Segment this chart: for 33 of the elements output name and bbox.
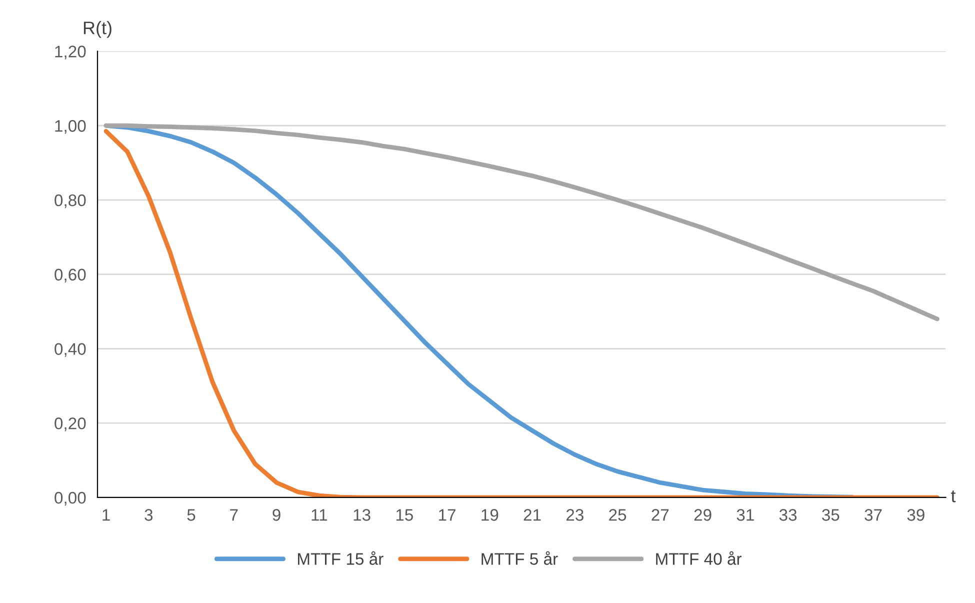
x-tick-label: 1 bbox=[102, 509, 110, 521]
y-tick-label: 0,20 bbox=[54, 418, 86, 432]
y-tick-label: 0,00 bbox=[54, 492, 86, 506]
x-tick-label: 37 bbox=[864, 509, 882, 521]
x-axis-title: t bbox=[951, 490, 956, 502]
x-tick-label: 39 bbox=[907, 509, 924, 521]
y-tick-label: 0,60 bbox=[54, 268, 86, 283]
legend-label: MTTF 40 år bbox=[656, 551, 742, 565]
x-tick-label: 13 bbox=[354, 509, 370, 521]
legend-label: MTTF 5 år bbox=[482, 551, 558, 565]
x-tick-label: 23 bbox=[566, 509, 584, 521]
x-tick-label: 27 bbox=[652, 509, 669, 521]
x-tick-label: 25 bbox=[609, 509, 626, 521]
x-tick-label: 3 bbox=[144, 509, 153, 521]
legend-label: MTTF 15 år bbox=[298, 551, 384, 565]
y-tick-label: 0,40 bbox=[54, 343, 86, 357]
x-tick-label: 17 bbox=[439, 509, 456, 521]
x-tick-label: 31 bbox=[736, 509, 754, 521]
x-tick-label: 5 bbox=[187, 509, 196, 521]
y-tick-label: 1,20 bbox=[55, 46, 86, 60]
x-tick-label: 15 bbox=[396, 509, 413, 521]
x-tick-label: 9 bbox=[272, 509, 280, 521]
x-tick-label: 7 bbox=[230, 509, 238, 521]
line-series bbox=[104, 123, 940, 322]
y-tick-label: 1,00 bbox=[55, 120, 86, 134]
y-tick-label: 0,80 bbox=[54, 194, 86, 208]
x-tick-label: 35 bbox=[822, 509, 840, 521]
x-tick-label: 29 bbox=[694, 509, 712, 521]
x-tick-label: 19 bbox=[482, 509, 498, 521]
x-tick-label: 21 bbox=[524, 509, 541, 521]
x-tick-label: 33 bbox=[779, 509, 797, 521]
x-tick-label: 11 bbox=[312, 509, 327, 521]
y-axis-title: R(t) bbox=[84, 21, 112, 38]
